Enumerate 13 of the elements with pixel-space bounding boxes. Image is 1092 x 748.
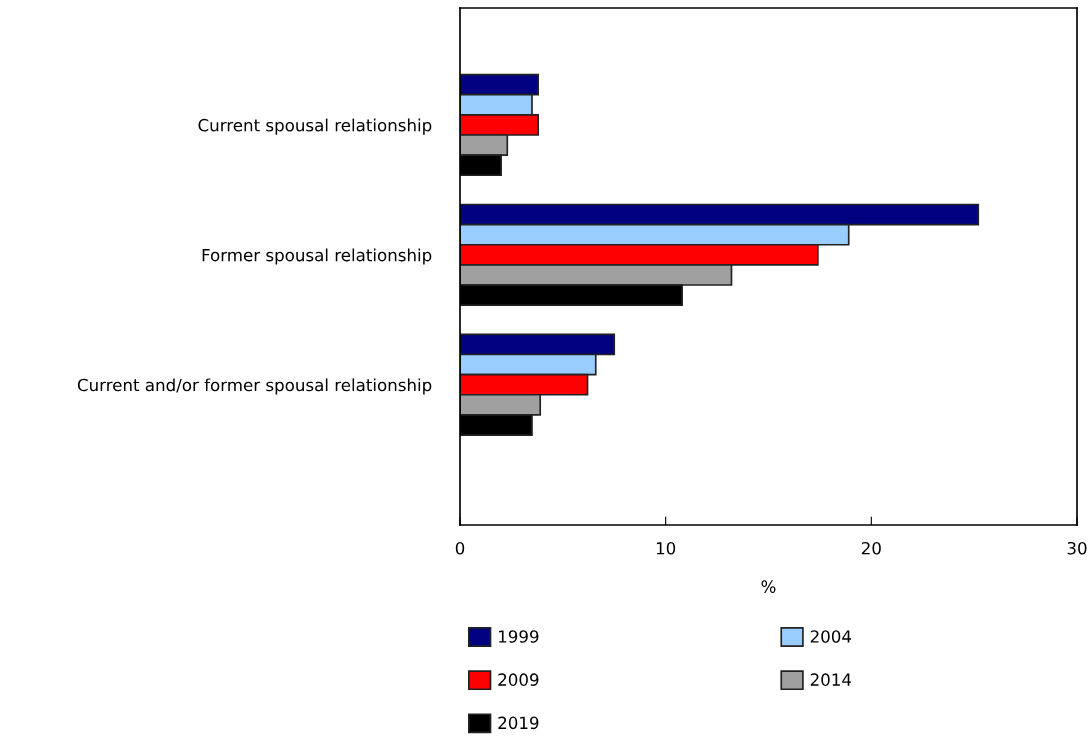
y-tick-label: Current spousal relationship [198,118,432,135]
x-tick-label: 0 [455,541,465,555]
legend-label: 2014 [810,673,852,686]
x-tick-label: 20 [861,541,881,555]
legend-label: 1999 [498,630,539,643]
legend-label: 2004 [810,630,852,643]
legend-label: 2019 [498,716,539,730]
y-tick-label: Former spousal relationship [202,248,432,265]
x-axis-title: % [761,580,776,593]
legend-label: 2009 [498,673,539,686]
x-tick-label: 30 [1067,541,1087,555]
x-tick-label: 10 [656,541,676,555]
y-tick-label: Current and/or former spousal relationship [77,378,432,395]
